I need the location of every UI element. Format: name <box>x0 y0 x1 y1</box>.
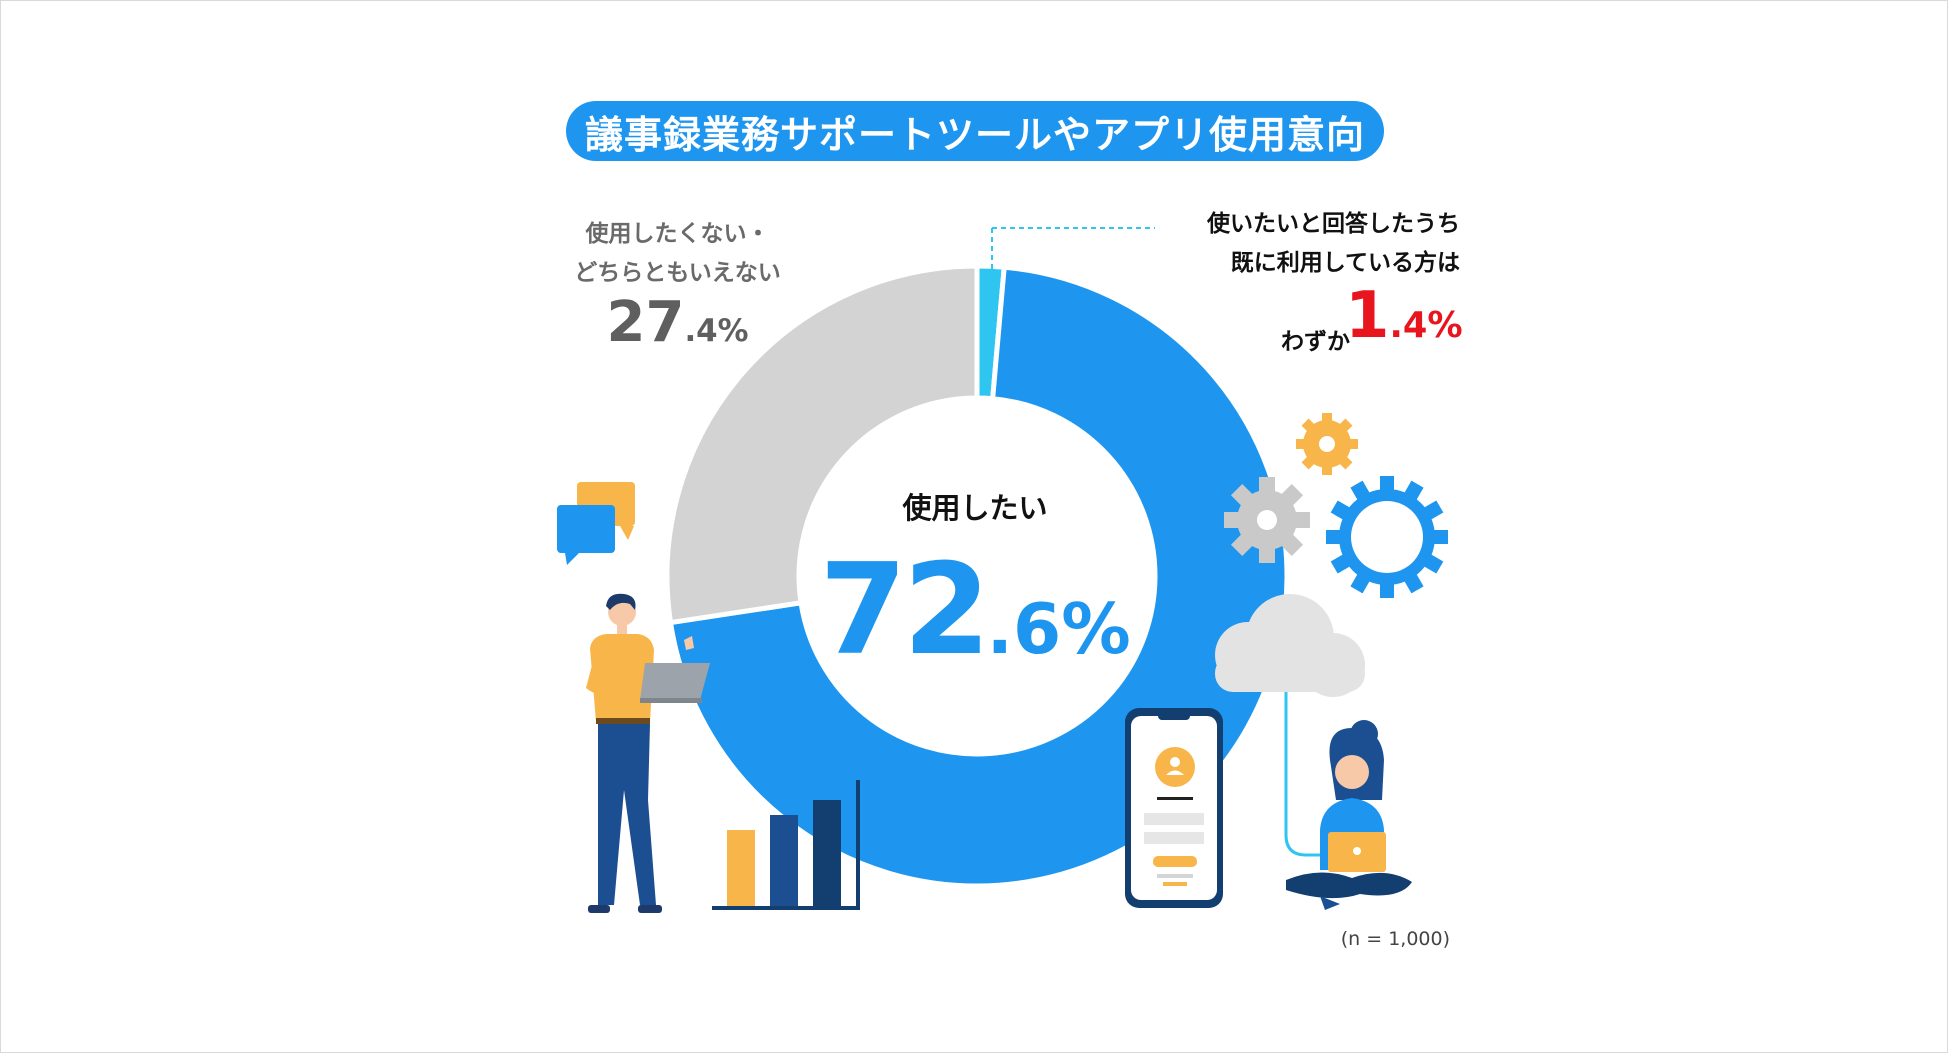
gear-icon <box>1224 477 1310 563</box>
want-pct-int: 72 <box>819 536 990 683</box>
already-use-label: 使いたいと回答したうち 既に利用している方は <box>1120 205 1460 283</box>
smartphone-icon <box>1125 708 1223 908</box>
bar-chart-icon <box>712 780 860 910</box>
chat-bubbles-icon <box>557 482 635 565</box>
gear-icon <box>1296 413 1358 475</box>
woman-with-laptop-icon <box>1286 720 1412 910</box>
not-want-label: 使用したくない・ どちらともいえない <box>555 215 800 293</box>
want-pct-dec: .6% <box>986 590 1131 670</box>
want-label: 使用したい <box>902 491 1048 525</box>
already-use-prefix: わずか <box>1281 329 1350 355</box>
not-want-label-line1: 使用したくない・ <box>585 221 770 247</box>
not-want-pct-dec: .4% <box>684 313 749 349</box>
not-want-pct-int: 27 <box>606 290 685 355</box>
not-want-label-line2: どちらともいえない <box>574 260 781 286</box>
cloud-icon <box>1215 594 1365 697</box>
already-use-label-line2: 既に利用している方は <box>1230 250 1460 276</box>
sample-size: (n = 1,000) <box>1340 928 1450 950</box>
gear-icon <box>1326 476 1448 598</box>
already-pct-dec: .4% <box>1389 305 1463 346</box>
already-use-label-line1: 使いたいと回答したうち <box>1207 211 1460 237</box>
chart-title: 議事録業務サポートツールやアプリ使用意向 <box>566 101 1384 161</box>
already-use-percentage: 1.4% <box>1345 278 1463 364</box>
already-pct-int: 1 <box>1345 279 1390 353</box>
cloud-cable <box>1284 692 1320 857</box>
man-with-laptop-icon <box>586 593 710 913</box>
donut-slice-2 <box>664 263 980 626</box>
want-percentage: 72.6% <box>780 545 1170 695</box>
not-want-percentage: 27.4% <box>555 290 800 364</box>
